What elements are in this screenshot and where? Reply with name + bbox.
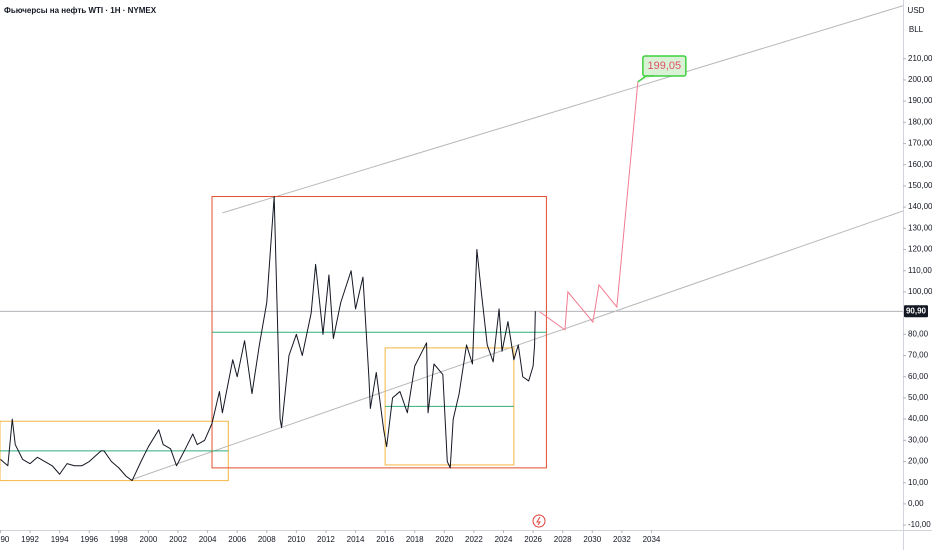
y-tick-label: 210,00 bbox=[908, 54, 932, 63]
plot-area bbox=[0, 5, 904, 482]
trendline bbox=[222, 5, 904, 214]
last-price-tag bbox=[904, 305, 928, 318]
y-tick-label: 110,00 bbox=[908, 266, 932, 275]
x-tick-label: 2010 bbox=[287, 535, 305, 544]
y-tick-label: 40,00 bbox=[908, 414, 929, 423]
trendline bbox=[130, 210, 904, 481]
x-tick-label: 2034 bbox=[643, 535, 661, 544]
x-tick-label: 2004 bbox=[199, 535, 217, 544]
y-tick-label: 10,00 bbox=[908, 478, 929, 487]
x-tick-label: 2030 bbox=[583, 535, 601, 544]
x-tick-label: 2016 bbox=[376, 535, 394, 544]
x-tick-label: 1992 bbox=[21, 535, 39, 544]
y-tick-label: 120,00 bbox=[908, 245, 932, 254]
chart-title: Фьючерсы на нефть WTI · 1Н · NYMEX bbox=[4, 6, 157, 15]
target-label: 199,05 bbox=[648, 60, 682, 72]
y-tick-label: 190,00 bbox=[908, 96, 932, 105]
y-tick-label: 0,00 bbox=[908, 499, 924, 508]
x-tick-label: 2002 bbox=[169, 535, 187, 544]
x-tick-label: 2008 bbox=[258, 535, 276, 544]
unit: BLL bbox=[909, 25, 924, 34]
x-tick-label: 2028 bbox=[554, 535, 572, 544]
x-tick-label: 1996 bbox=[80, 535, 98, 544]
x-tick-label: 2024 bbox=[495, 535, 513, 544]
projection-line bbox=[539, 81, 639, 331]
y-tick-label: 130,00 bbox=[908, 223, 932, 232]
y-tick-label: 180,00 bbox=[908, 117, 932, 126]
x-tick-label: 1998 bbox=[110, 535, 128, 544]
y-tick-label: 20,00 bbox=[908, 457, 929, 466]
y-tick-label: 170,00 bbox=[908, 139, 932, 148]
y-tick-label: 60,00 bbox=[908, 372, 929, 381]
x-tick-label: 2026 bbox=[524, 535, 542, 544]
y-tick-label: 150,00 bbox=[908, 181, 932, 190]
x-tick-label: 1990 bbox=[0, 535, 10, 544]
x-tick-label: 2006 bbox=[228, 535, 246, 544]
x-tick-label: 2012 bbox=[317, 535, 335, 544]
y-tick-label: 100,00 bbox=[908, 287, 932, 296]
x-tick-label: 2032 bbox=[613, 535, 631, 544]
price-line bbox=[0, 196, 536, 482]
y-tick-label: 30,00 bbox=[908, 435, 929, 444]
y-tick-label: 200,00 bbox=[908, 75, 932, 84]
target-label-box bbox=[642, 55, 687, 77]
y-tick-label: 70,00 bbox=[908, 351, 929, 360]
target-label-pointer bbox=[637, 75, 654, 83]
last-price-label: 90,90 bbox=[906, 306, 927, 315]
x-tick-label: 1994 bbox=[51, 535, 69, 544]
y-tick-label: -10,00 bbox=[908, 520, 931, 529]
x-tick-label: 2020 bbox=[435, 535, 453, 544]
x-tick-label: 2014 bbox=[347, 535, 365, 544]
x-tick-label: 2018 bbox=[406, 535, 424, 544]
y-tick-label: 140,00 bbox=[908, 202, 932, 211]
y-tick-label: 80,00 bbox=[908, 329, 929, 338]
y-tick-label: 50,00 bbox=[908, 393, 929, 402]
currency: USD bbox=[908, 6, 925, 15]
y-tick-label: 160,00 bbox=[908, 160, 932, 169]
x-tick-label: 2000 bbox=[140, 535, 158, 544]
alert-icon[interactable] bbox=[532, 514, 546, 528]
x-tick-label: 2022 bbox=[465, 535, 483, 544]
